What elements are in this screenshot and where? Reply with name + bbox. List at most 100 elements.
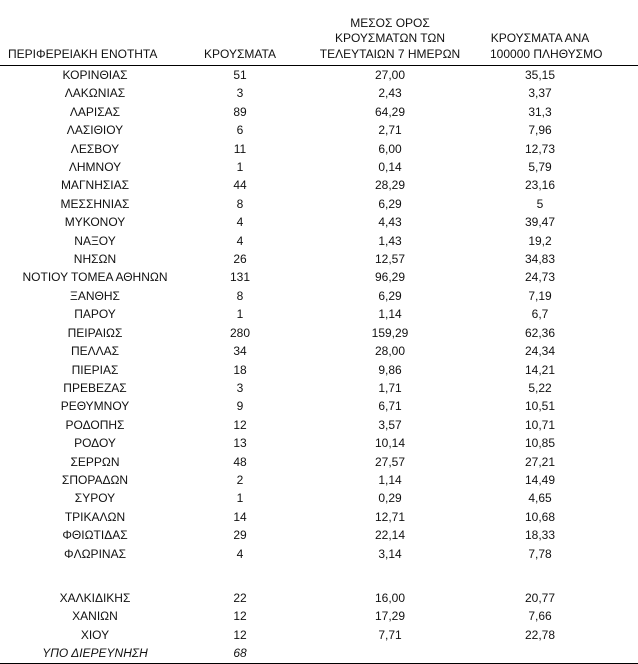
table-row: ΣΠΟΡΑΔΩΝ 2 1,14 14,49: [0, 471, 638, 489]
table-row: ΠΕΙΡΑΙΩΣ 280 159,29 62,36: [0, 324, 638, 342]
cell-region: ΠΕΛΛΑΣ: [70, 344, 120, 359]
table-row: ΤΡΙΚΑΛΩΝ 14 12,71 10,68: [0, 508, 638, 526]
cell-avg7: 1,14: [378, 472, 402, 487]
cell-region: ΥΠΟ ΔΙΕΡΕΥΝΗΣΗ: [0, 644, 190, 664]
header-row: ΠΕΡΙΦΕΡΕΙΑΚΗ ΕΝΟΤΗΤΑ ΚΡΟΥΣΜΑΤΑ ΜΕΣΟΣ ΟΡΟ…: [0, 0, 638, 66]
cell-cases: 13: [233, 436, 247, 451]
cell-per100k: 5,79: [528, 160, 552, 175]
cell-per100k: 10,51: [524, 399, 556, 414]
cell-region: ΤΡΙΚΑΛΩΝ: [64, 509, 126, 524]
cell-cases: 26: [233, 252, 247, 267]
cell-per100k: 14,49: [524, 472, 556, 487]
cell-cases: 89: [233, 104, 247, 119]
cell-avg7: 4,43: [378, 215, 402, 230]
table-row: ΦΛΩΡΙΝΑΣ 4 3,14 7,78: [0, 545, 638, 563]
cell-avg7: 1,43: [378, 233, 402, 248]
table-row: ΡΕΘΥΜΝΟΥ 9 6,71 10,51: [0, 397, 638, 415]
cell-avg7: 27,57: [374, 454, 406, 469]
cell-filler: [590, 232, 638, 250]
cell-avg7: 64,29: [374, 104, 406, 119]
table-row: ΦΘΙΩΤΙΔΑΣ 29 22,14 18,33: [0, 526, 638, 544]
cell-per100k: [490, 644, 590, 664]
cell-region: ΣΠΟΡΑΔΩΝ: [61, 472, 129, 487]
cell-filler: [590, 589, 638, 607]
table-row: ΜΑΓΝΗΣΙΑΣ 44 28,29 23,16: [0, 176, 638, 194]
cell-filler: [590, 305, 638, 323]
header-line: ΚΡΟΥΣΜΑΤΩΝ ΤΩΝ: [334, 31, 446, 45]
cell-avg7: 28,29: [374, 178, 406, 193]
cell-filler: [590, 195, 638, 213]
cell-region: ΝΑΞΟΥ: [74, 233, 116, 248]
cell-region: ΚΟΡΙΝΘΙΑΣ: [62, 68, 128, 82]
cell-per100k: 7,96: [528, 123, 552, 138]
cell-region: ΧΑΝΙΩΝ: [72, 609, 118, 624]
cell-per100k: 5,22: [528, 380, 552, 395]
cell-filler: [590, 563, 638, 589]
cell-cases: 29: [233, 528, 247, 543]
cell-avg7: 6,00: [378, 141, 402, 156]
cell-region: ΜΕΣΣΗΝΙΑΣ: [60, 196, 130, 211]
cell-cases: 2: [236, 472, 244, 487]
header-line: ΠΕΡΙΦΕΡΕΙΑΚΗ ΕΝΟΤΗΤΑ: [8, 46, 158, 61]
header-line: 100000 ΠΛΗΘΥΣΜΟ: [490, 46, 603, 61]
cell-per100k: 34,83: [524, 252, 556, 267]
cell-per100k: 3,37: [528, 86, 552, 101]
table-row: ΠΕΛΛΑΣ 34 28,00 24,34: [0, 342, 638, 360]
cell-region: ΜΑΓΝΗΣΙΑΣ: [60, 178, 130, 193]
cell-avg7: 3,14: [378, 546, 402, 561]
header-line: ΤΕΛΕΥΤΑΙΩΝ 7 ΗΜΕΡΩΝ: [319, 46, 461, 61]
cell-avg7: 12,71: [374, 509, 406, 524]
cell-filler: [590, 213, 638, 231]
cell-per100k: 22,78: [524, 627, 556, 642]
cell-per100k: 24,34: [524, 344, 556, 359]
cell-cases: 34: [233, 344, 247, 359]
cell-region: ΣΥΡΟΥ: [74, 491, 116, 506]
cell-cases: 8: [236, 196, 244, 211]
cell-filler: [590, 324, 638, 342]
cell-filler: [590, 644, 638, 664]
table-row: ΝΟΤΙΟΥ ΤΟΜΕΑ ΑΘΗΝΩΝ 131 96,29 24,73: [0, 268, 638, 286]
cell-avg7: 17,29: [374, 609, 406, 624]
cell-cases: 8: [236, 288, 244, 303]
cell-cases: 12: [233, 417, 247, 432]
cell-avg7: 16,00: [374, 590, 406, 605]
cell-avg7: 0,29: [378, 491, 402, 506]
cell-avg7: 1,71: [378, 380, 402, 395]
cell-filler: [590, 526, 638, 544]
cell-cases: 6: [236, 123, 244, 138]
cell-region: ΛΑΚΩΝΙΑΣ: [64, 86, 126, 101]
cell-per100k: 6,7: [531, 307, 549, 322]
cell-region: [0, 563, 190, 589]
header-avg-7-days: ΜΕΣΟΣ ΟΡΟΣ ΚΡΟΥΣΜΑΤΩΝ ΤΩΝ ΤΕΛΕΥΤΑΙΩΝ 7 ΗΜΕ…: [290, 0, 490, 66]
cell-cases: 11: [233, 141, 247, 156]
cell-filler: [590, 84, 638, 102]
cell-region: ΠΑΡΟΥ: [74, 307, 116, 322]
table-row: ΛΑΡΙΣΑΣ 89 64,29 31,3: [0, 103, 638, 121]
table-row: ΜΥΚΟΝΟΥ 4 4,43 39,47: [0, 213, 638, 231]
cell-per100k: 7,19: [528, 288, 552, 303]
header-line: ΜΕΣΟΣ ΟΡΟΣ: [350, 15, 430, 30]
cell-per100k: 27,21: [524, 454, 556, 469]
cell-per100k: 4,65: [528, 491, 552, 506]
cell-avg7: 0,14: [378, 160, 402, 175]
cell-filler: [590, 489, 638, 507]
cell-cases: 14: [233, 509, 247, 524]
table-row: ΝΗΣΩΝ 26 12,57 34,83: [0, 250, 638, 268]
cell-cases: 48: [233, 454, 247, 469]
cell-filler: [590, 379, 638, 397]
cell-region: ΝΗΣΩΝ: [73, 252, 117, 267]
cell-region: ΦΘΙΩΤΙΔΑΣ: [62, 528, 128, 543]
cell-avg7: 27,00: [374, 68, 406, 82]
table-row: ΡΟΔΟΥ 13 10,14 10,85: [0, 434, 638, 452]
table-row: ΠΑΡΟΥ 1 1,14 6,7: [0, 305, 638, 323]
cell-filler: [590, 545, 638, 563]
cell-avg7: 28,00: [374, 344, 406, 359]
cell-filler: [590, 250, 638, 268]
cell-avg7: 6,71: [378, 399, 402, 414]
cell-avg7: [290, 644, 490, 664]
table-row: ΧΙΟΥ 12 7,71 22,78: [0, 626, 638, 644]
table-row: ΠΙΕΡΙΑΣ 18 9,86 14,21: [0, 361, 638, 379]
cell-cases: 1: [236, 491, 244, 506]
cell-region: ΛΑΣΙΘΙΟΥ: [66, 123, 124, 138]
